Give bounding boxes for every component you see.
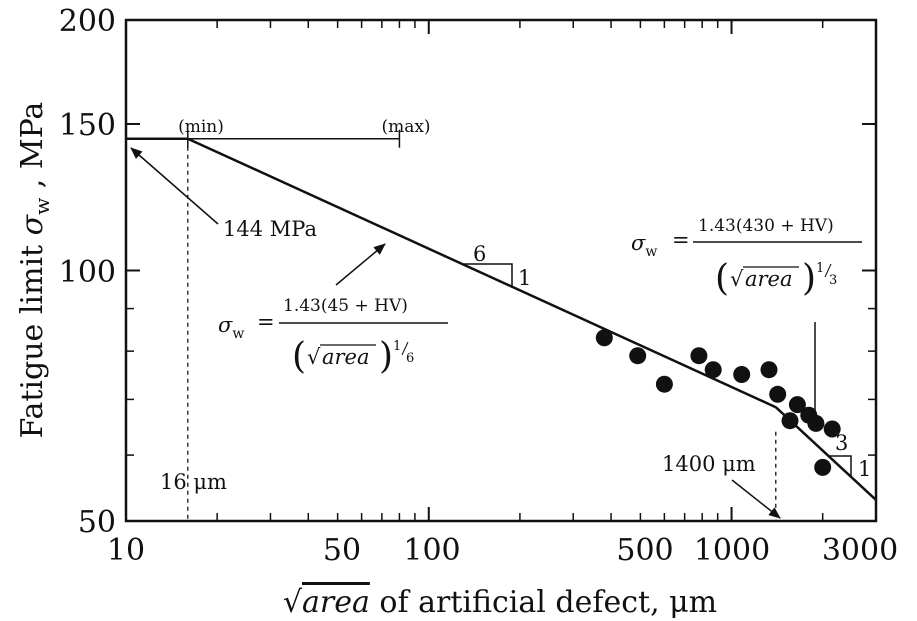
y-axis-label: Fatigue limit σw , MPa — [15, 102, 54, 439]
eq2-den-area: area — [745, 267, 793, 291]
eq2-equals: = — [672, 228, 690, 252]
slope1-rise-label: 1 — [518, 266, 531, 290]
y-tick-label-100: 100 — [59, 255, 116, 290]
eq2-lhs: σw — [631, 231, 657, 260]
eq2-den-exp-slash — [824, 263, 832, 278]
x-axis-label-area: area — [302, 585, 370, 620]
vline-1400-arrow — [731, 479, 781, 519]
y-tick-labels: 200 150 100 50 — [59, 4, 116, 540]
data-point — [760, 361, 778, 379]
eq2-den-root: √ — [730, 267, 744, 291]
eq1-den-root: √ — [307, 345, 321, 369]
x-tick-label-50: 50 — [323, 533, 361, 568]
equation1-arrow — [335, 243, 386, 286]
fit-line-sixth_root — [187, 137, 777, 409]
data-point — [655, 375, 673, 393]
plateau-value-label: 144 MPa — [223, 217, 317, 241]
axis-ticks — [125, 19, 877, 522]
eq2-den-exp2: 3 — [829, 273, 837, 288]
y-tick-label-200: 200 — [59, 4, 116, 39]
y-tick-label-150: 150 — [59, 108, 116, 143]
data-point — [704, 361, 722, 379]
data-point — [629, 347, 647, 365]
slope1-run-label: 6 — [473, 242, 486, 266]
plateau-arrow — [130, 147, 219, 225]
equation-sixth-root: σw = 1.43(45 + HV) ( √ area ) 1 6 — [218, 243, 448, 377]
eq1-den-paren-left: ( — [292, 336, 306, 377]
y-axis-label-prefix: Fatigue limit — [15, 235, 50, 438]
data-point — [781, 412, 799, 430]
x-tick-label-10: 10 — [107, 533, 145, 568]
eq1-den-exp-slash — [401, 341, 409, 356]
eq2-numerator: 1.43(430 + HV) — [698, 216, 834, 236]
x-tick-label-500: 500 — [616, 533, 673, 568]
data-point — [769, 385, 787, 403]
eq1-numerator: 1.43(45 + HV) — [283, 296, 408, 316]
eq2-den-paren-left: ( — [715, 258, 729, 299]
x-axis-label: √area of artificial defect, μm — [283, 585, 717, 620]
equation-cube-root: σw = 1.43(430 + HV) ( √ area ) 1 3 — [631, 216, 862, 429]
vline-1400-label: 1400 μm — [662, 452, 756, 476]
y-axis-label-sigma: σ — [15, 213, 50, 235]
x-tick-label-100: 100 — [403, 533, 460, 568]
x-tick-label-1000: 1000 — [694, 533, 770, 568]
eq1-den-paren-right: ) — [379, 336, 393, 377]
range-min-label: (min) — [178, 117, 224, 137]
vline-16-label: 16 μm — [160, 470, 227, 494]
range-max-label: (max) — [381, 117, 430, 137]
y-axis-label-sub: w — [30, 198, 54, 215]
eq1-equals: = — [257, 310, 275, 334]
eq1-den-exp2: 6 — [406, 351, 414, 366]
eq2-den-paren-right: ) — [802, 258, 816, 299]
y-tick-label-50: 50 — [78, 505, 116, 540]
data-point — [807, 414, 825, 432]
slope-triangle-3-1: 3 1 — [829, 431, 871, 481]
slope-triangle-6-1: 6 1 — [463, 242, 531, 290]
slope2-run-label: 3 — [835, 431, 848, 455]
eq2-den-exp: 1 — [816, 261, 824, 276]
data-point — [814, 458, 832, 476]
x-tick-label-3000: 3000 — [822, 533, 898, 568]
x-axis-label-root: √ — [283, 585, 303, 620]
x-axis-label-rest: of artificial defect, μm — [370, 585, 717, 620]
data-point — [733, 366, 751, 383]
slope2-rise-label: 1 — [858, 457, 871, 481]
data-point — [788, 396, 806, 414]
eq1-lhs: σw — [218, 313, 244, 342]
y-axis-label-suffix: , MPa — [15, 102, 50, 198]
x-tick-labels: 10 50 100 500 1000 3000 — [107, 533, 898, 568]
data-point — [595, 329, 613, 347]
eq1-den-exp: 1 — [393, 339, 401, 354]
eq1-den-area: area — [322, 345, 370, 369]
data-point — [690, 347, 708, 365]
data-point — [823, 420, 841, 438]
